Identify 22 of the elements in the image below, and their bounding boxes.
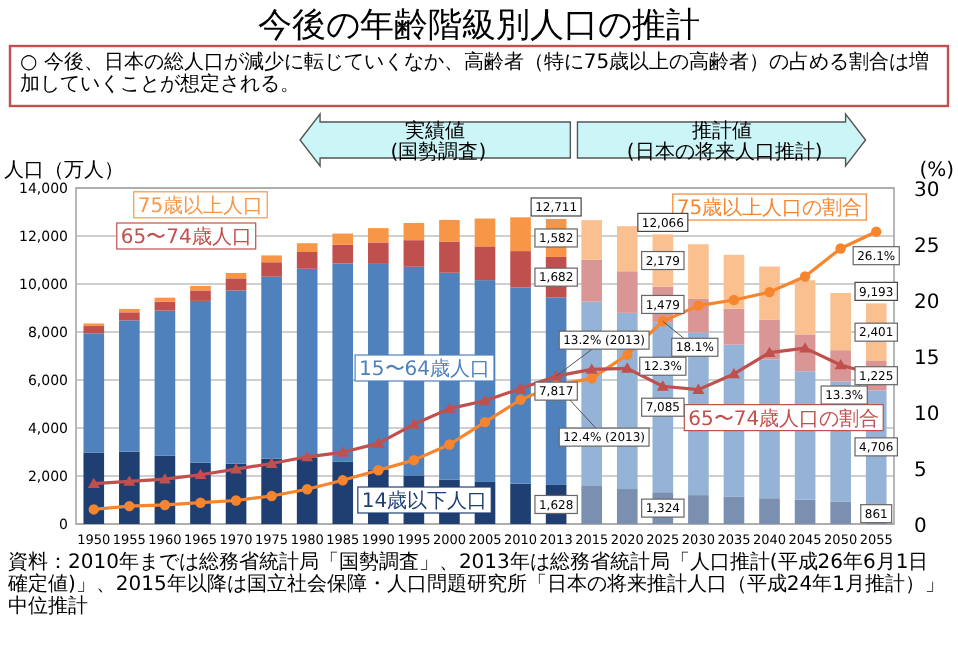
y2-tick-label: 20 xyxy=(914,292,940,314)
series-label: 15〜64歳人口 xyxy=(359,357,490,381)
y2-tick-label: 5 xyxy=(914,460,927,482)
arrow: 推計値 (日本の将来人口推計) xyxy=(576,111,867,169)
y2-tick-label: 10 xyxy=(914,404,940,426)
y-axis-title: 人口（万人） xyxy=(4,160,124,182)
chart-subtitle: ○ 今後、日本の総人口が減少に転じていくなか、高齢者（特に75歳以上の高齢者）の占める割合は増加していくことが想定される。 xyxy=(20,50,930,96)
series-name: 14歳以下人口 xyxy=(357,486,492,514)
arrow: 実績値 (国勢調査) xyxy=(299,111,572,169)
series-name: 15〜64歳人口 xyxy=(354,354,495,382)
chart-title: 今後の年齢階級別人口の推計 xyxy=(258,6,700,46)
series-name: 65〜74歳人口 xyxy=(116,222,257,250)
y2-axis-title: (%) xyxy=(919,160,955,182)
series-name: 65〜74歳人口の割合 xyxy=(683,404,884,432)
text: 資料：2010年までは総務省統計局「国勢調査」、2013年は総務省統計局「人口推計(平成26年6月1日確定値)」、2015年以降は国立社会保障・人口問題研究所「日本の将来推計人口（平成24年1月推計）」中位推計 xyxy=(6,550,945,618)
series-name: 75歳以上人口の割合 xyxy=(672,193,867,221)
series-label: 65〜74歳人口 xyxy=(120,225,252,249)
y2-tick-label: 0 xyxy=(914,516,927,538)
y2-tick-label: 25 xyxy=(914,236,940,258)
series-name: 75歳以上人口 xyxy=(133,191,268,219)
y2-tick-label: 15 xyxy=(914,348,940,370)
y2-tick-label: 30 xyxy=(914,180,940,202)
